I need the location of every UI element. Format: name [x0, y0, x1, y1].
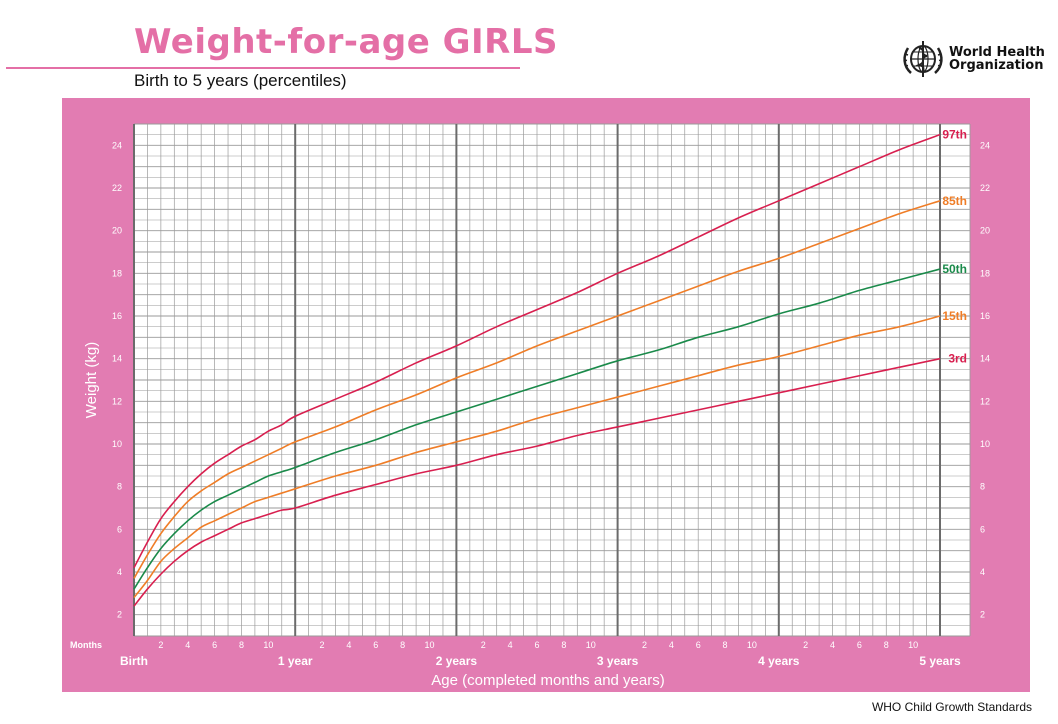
percentile-curves: 3rd 15th 50th 85th 97th — [133, 128, 967, 607]
months-label: Months — [70, 640, 102, 650]
org-name-line1: World Health — [949, 45, 1045, 60]
x-tick-label-month: 4 — [830, 640, 835, 650]
x-tick-label-month: 2 — [158, 640, 163, 650]
x-tick-label-month: 2 — [320, 640, 325, 650]
x-tick-label-month: 4 — [185, 640, 190, 650]
y-tick-label-left: 4 — [117, 567, 122, 577]
x-tick-label-month: 4 — [508, 640, 513, 650]
x-tick-label-month: 6 — [373, 640, 378, 650]
percentile-line-15th — [133, 315, 941, 599]
y-tick-label-left: 20 — [112, 226, 122, 236]
x-tick-label-year: 2 years — [436, 654, 478, 668]
who-logo: World Health Organization — [902, 40, 1045, 78]
x-tick-label-month: 8 — [561, 640, 566, 650]
percentile-label-15th: 15th — [942, 309, 967, 323]
percentile-line-97th — [133, 133, 941, 569]
y-tick-label-left: 16 — [112, 311, 122, 321]
percentile-label-50th: 50th — [942, 262, 967, 276]
x-tick-label-month: 6 — [534, 640, 539, 650]
y-tick-label-right: 24 — [980, 140, 990, 150]
y-tick-label-right: 10 — [980, 439, 990, 449]
x-tick-label-month: 8 — [884, 640, 889, 650]
x-tick-label-month: 6 — [857, 640, 862, 650]
x-tick-label-month: 4 — [669, 640, 674, 650]
y-tick-label-left: 22 — [112, 183, 122, 193]
y-tick-label-right: 22 — [980, 183, 990, 193]
y-tick-label-right: 18 — [980, 268, 990, 278]
x-tick-label-year: 1 year — [278, 654, 313, 668]
x-tick-label-year: Birth — [120, 654, 148, 668]
x-tick-label-month: 2 — [803, 640, 808, 650]
y-tick-label-left: 8 — [117, 482, 122, 492]
x-tick-label-month: 10 — [425, 640, 435, 650]
y-tick-label-right: 8 — [980, 482, 985, 492]
x-tick-label-month: 10 — [586, 640, 596, 650]
x-tick-label-month: 10 — [908, 640, 918, 650]
y-tick-label-right: 14 — [980, 354, 990, 364]
y-tick-label-right: 16 — [980, 311, 990, 321]
y-tick-label-left: 6 — [117, 524, 122, 534]
x-tick-label-year: 3 years — [597, 654, 639, 668]
x-axis-title: Age (completed months and years) — [431, 672, 664, 689]
y-tick-label-left: 10 — [112, 439, 122, 449]
x-tick-label-month: 2 — [642, 640, 647, 650]
x-tick-label-month: 6 — [696, 640, 701, 650]
x-tick-label-month: 6 — [212, 640, 217, 650]
percentile-label-97th: 97th — [942, 128, 967, 142]
x-tick-label-month: 10 — [747, 640, 757, 650]
percentile-label-3rd: 3rd — [948, 352, 967, 366]
percentile-line-50th — [133, 268, 941, 590]
x-tick-label-month: 4 — [346, 640, 351, 650]
page-subtitle: Birth to 5 years (percentiles) — [134, 71, 347, 90]
y-tick-label-right: 6 — [980, 524, 985, 534]
x-tick-label-month: 8 — [400, 640, 405, 650]
x-tick-label-month: 8 — [723, 640, 728, 650]
org-name-line2: Organization — [949, 58, 1044, 73]
y-tick-label-left: 18 — [112, 268, 122, 278]
page-title: Weight-for-age GIRLS — [134, 22, 559, 62]
y-tick-label-left: 12 — [112, 396, 122, 406]
x-tick-label-month: 8 — [239, 640, 244, 650]
y-tick-label-left: 24 — [112, 140, 122, 150]
x-tick-label-year: 5 years — [919, 654, 961, 668]
percentile-line-3rd — [133, 357, 941, 607]
y-tick-label-left: 14 — [112, 354, 122, 364]
grid-lines — [133, 123, 971, 637]
y-tick-label-right: 2 — [980, 610, 985, 620]
x-tick-label-month: 10 — [263, 640, 273, 650]
y-tick-label-right: 4 — [980, 567, 985, 577]
title-underline — [6, 67, 520, 69]
percentile-label-85th: 85th — [942, 194, 967, 208]
percentile-line-85th — [133, 200, 941, 579]
y-tick-label-right: 20 — [980, 226, 990, 236]
y-tick-label-left: 2 — [117, 610, 122, 620]
x-tick-label-year: 4 years — [758, 654, 800, 668]
who-emblem-icon — [903, 41, 943, 77]
y-axis-title: Weight (kg) — [83, 342, 100, 418]
x-tick-label-month: 2 — [481, 640, 486, 650]
footer-text: WHO Child Growth Standards — [871, 700, 1032, 714]
y-tick-label-right: 12 — [980, 396, 990, 406]
